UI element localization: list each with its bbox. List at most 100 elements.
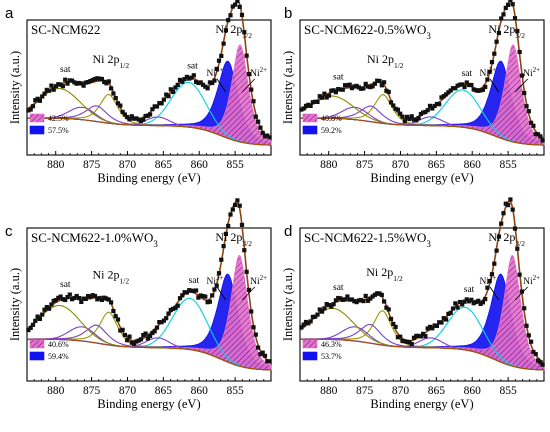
data-point: [226, 18, 231, 23]
data-point: [265, 359, 270, 364]
data-point: [462, 84, 467, 90]
data-point: [517, 49, 522, 55]
data-point: [65, 81, 70, 86]
data-point: [267, 359, 272, 364]
data-point: [512, 226, 518, 231]
data-point: [177, 296, 183, 301]
label-ni2plus-main: Ni: [523, 69, 533, 79]
label-ni3plus: Ni3+: [207, 274, 224, 287]
data-point: [182, 77, 187, 82]
x-tick-label: 855: [499, 159, 517, 171]
data-point: [219, 257, 224, 262]
data-point: [228, 13, 233, 18]
data-point: [115, 101, 121, 106]
data-point: [164, 316, 169, 321]
data-point: [483, 84, 488, 89]
data-point: [161, 97, 166, 102]
panel-d: d 880 875 870 865 860 855 Binding energy (eV) In…: [281, 197, 545, 411]
data-point: [336, 295, 341, 301]
data-point: [517, 272, 522, 277]
data-point: [79, 299, 84, 304]
data-point: [265, 133, 270, 138]
x-tick-label: 880: [320, 385, 338, 397]
data-point: [469, 82, 474, 88]
data-point: [210, 80, 215, 86]
data-point: [42, 307, 47, 312]
data-point: [356, 85, 361, 90]
data-point: [485, 77, 490, 82]
data-point: [33, 98, 38, 103]
data-point: [175, 303, 180, 308]
data-point: [455, 305, 460, 310]
data-point: [88, 294, 93, 299]
label-ni2p32: Ni 2p3/2: [488, 22, 525, 40]
label-ni2p12: Ni 2p1/2: [93, 267, 130, 285]
data-point: [109, 300, 114, 305]
data-point: [216, 271, 222, 276]
data-point: [496, 30, 501, 36]
label-ni2p32-main: Ni 2p: [488, 22, 515, 36]
data-point: [347, 297, 352, 302]
data-point: [132, 116, 137, 121]
data-point: [246, 72, 251, 77]
legend-swatch: [302, 113, 318, 123]
data-point: [216, 58, 222, 63]
data-point: [359, 297, 364, 303]
data-point: [388, 316, 394, 321]
legend-swatch: [302, 125, 318, 135]
data-point: [391, 321, 396, 326]
data-point: [478, 301, 483, 306]
data-point: [88, 79, 93, 84]
data-point: [260, 350, 265, 355]
data-points: [299, 197, 545, 367]
data-point: [343, 83, 348, 88]
data-point: [219, 53, 224, 58]
data-point: [51, 87, 56, 92]
data-point: [469, 297, 474, 302]
data-point: [173, 305, 178, 310]
data-point: [460, 82, 465, 87]
data-point: [508, 197, 513, 202]
data-point: [487, 279, 492, 284]
data-point: [453, 301, 458, 306]
legend: 46.3% 53.7%: [302, 339, 342, 361]
data-point: [81, 296, 86, 301]
data-point: [28, 325, 33, 330]
data-point: [361, 86, 366, 91]
data-point: [196, 80, 201, 86]
x-tick-label: 865: [428, 159, 446, 171]
data-point: [187, 288, 192, 293]
data-point: [129, 114, 134, 119]
data-point: [492, 51, 497, 56]
data-point: [313, 99, 318, 104]
panel-title-subscript: 3: [153, 239, 158, 249]
label-ni2p32-script: 3/2: [242, 31, 252, 40]
data-point: [393, 324, 398, 329]
label-sat-1: sat: [462, 69, 473, 79]
arrow-ni2plus: [241, 78, 255, 93]
data-point: [60, 297, 65, 302]
x-axis-label: Binding energy (eV): [370, 397, 473, 411]
data-point: [411, 335, 417, 340]
x-tick-label: 865: [428, 385, 446, 397]
data-point: [154, 104, 160, 109]
data-point: [205, 300, 210, 305]
label-ni2plus: Ni2+: [250, 66, 267, 79]
data-point: [138, 119, 144, 124]
data-point: [354, 83, 359, 88]
label-ni3plus-sup: 3+: [489, 274, 497, 282]
x-tick-label: 875: [83, 159, 101, 171]
x-tick-label: 875: [83, 385, 101, 397]
data-point: [47, 306, 52, 311]
data-point: [67, 78, 72, 83]
data-point: [145, 336, 150, 341]
data-point: [524, 104, 529, 109]
arrow-ni2plus: [241, 286, 255, 301]
data-point: [30, 322, 36, 327]
data-point: [430, 326, 435, 331]
y-axis-label: Intensity (a.u.): [8, 268, 22, 341]
data-point: [533, 132, 538, 137]
label-ni3plus-main: Ni: [480, 277, 490, 287]
data-point: [496, 234, 501, 239]
data-point: [97, 296, 102, 301]
